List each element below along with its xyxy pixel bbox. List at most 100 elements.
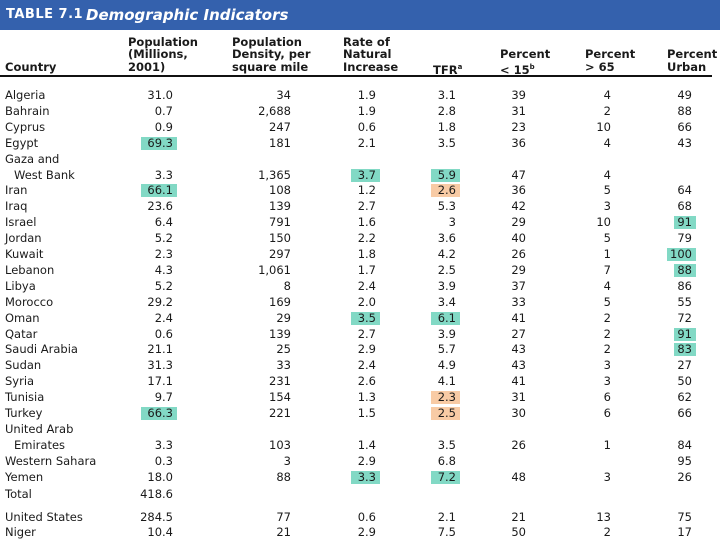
country-name: Turkey (5, 406, 43, 420)
country-name: Iraq (5, 199, 28, 214)
country-name: Cyprus (5, 119, 46, 134)
cell-value: 2.0 (357, 294, 376, 309)
cell-value: 1.7 (357, 262, 376, 277)
cell-value: 47 (511, 167, 526, 182)
cell-value: 50 (511, 524, 526, 539)
cell-value: 66 (677, 119, 692, 134)
cell-value: 83 (677, 342, 692, 357)
cell-value: 100 (670, 247, 692, 261)
title-bar: TABLE 7.1 Demographic Indicators (0, 0, 720, 30)
cell-value: 1.2 (357, 183, 376, 198)
cell-value: 4.9 (437, 358, 456, 373)
cell-value: 2 (603, 524, 611, 539)
country-name: United States (5, 510, 83, 524)
cell-value: 3.5 (437, 437, 456, 452)
cell-value: 10 (596, 119, 611, 134)
country-name: Kuwait (5, 247, 44, 261)
cell-value: 150 (269, 231, 291, 246)
cell-value: 6.8 (437, 453, 456, 468)
cell-value: 5 (603, 231, 611, 246)
cell-value: 37 (511, 278, 526, 293)
cell-value: 3.1 (437, 88, 456, 102)
country-name: Morocco (5, 294, 54, 309)
cell-value: 2.4 (357, 278, 376, 293)
cell-value: 1.6 (357, 215, 376, 230)
cell-value: 40 (511, 231, 526, 246)
cell-value: 2.6 (357, 374, 376, 389)
header-footnote: b (529, 62, 535, 71)
cell-value: 3.9 (437, 278, 456, 293)
column-header: Percent (500, 47, 551, 61)
cell-value: 3.9 (437, 326, 456, 341)
cell-value: 1,061 (258, 262, 291, 277)
cell-value: 0.9 (154, 119, 173, 134)
cell-value: 2.5 (437, 406, 456, 420)
country-name: United Arab (5, 421, 74, 436)
cell-value: 43 (511, 358, 526, 373)
cell-value: 0.3 (154, 453, 173, 468)
cell-value: 25 (276, 342, 291, 357)
cell-value: 181 (269, 135, 291, 150)
cell-value: 2.5 (437, 262, 456, 277)
column-header: Rate of (343, 34, 390, 49)
cell-value: 0.7 (154, 103, 173, 118)
column-header: Population (232, 34, 302, 49)
cell-value: 4 (603, 88, 611, 102)
country-name: Iran (5, 183, 28, 198)
cell-value: 2.3 (437, 390, 456, 405)
cell-highlight (431, 311, 460, 325)
cell-value: 6.4 (154, 215, 173, 230)
cell-value: 77 (276, 510, 291, 524)
cell-value: 79 (677, 231, 692, 246)
cell-value: 284.5 (140, 510, 173, 524)
country-name: Gaza and (5, 151, 60, 166)
cell-value: 41 (511, 374, 526, 389)
cell-highlight (667, 248, 696, 261)
cell-value: 2.3 (154, 247, 173, 261)
cell-value: 5.3 (437, 199, 456, 214)
cell-value: 91 (677, 215, 692, 230)
cell-value: 84 (677, 437, 692, 452)
country-name: Lebanon (5, 262, 55, 277)
cell-value: 0.6 (357, 119, 376, 134)
cell-value: 62 (677, 390, 692, 405)
cell-value: 5.2 (154, 231, 173, 246)
cell-value: 1.5 (357, 406, 376, 420)
cell-value: 30 (511, 406, 526, 420)
cell-value: 2 (603, 342, 611, 357)
cell-value: 2.9 (357, 453, 376, 468)
cell-value: 18.0 (147, 469, 173, 484)
cell-value: 247 (269, 119, 291, 134)
cell-highlight (351, 470, 380, 484)
cell-value: 3 (283, 453, 291, 468)
cell-value: 2.9 (357, 342, 376, 357)
cell-highlight (674, 216, 696, 230)
country-name: Tunisia (5, 390, 45, 405)
cell-value: 36 (511, 183, 526, 198)
cell-value: 29 (511, 262, 526, 277)
cell-value: 66.1 (147, 183, 173, 198)
cell-value: 5 (603, 183, 611, 198)
cell-value: 231 (269, 374, 291, 389)
cell-value: 33 (276, 358, 291, 373)
column-header: < 15b (500, 62, 535, 77)
cell-value: 1 (603, 437, 611, 452)
cell-value: 139 (269, 326, 291, 341)
cell-value: 23 (511, 119, 526, 134)
cell-value: 791 (269, 215, 291, 230)
cell-value: 139 (269, 199, 291, 214)
cell-value: 3 (603, 358, 611, 373)
cell-value: 1.4 (357, 437, 376, 452)
cell-value: 2 (603, 326, 611, 341)
cell-highlight (141, 136, 177, 150)
cell-value: 3.7 (357, 167, 376, 182)
country-name: Algeria (5, 88, 46, 102)
cell-value: 50 (677, 374, 692, 389)
cell-value: 31.3 (147, 358, 173, 373)
cell-value: 2.7 (357, 326, 376, 341)
cell-value: 1.8 (437, 119, 456, 134)
cell-value: 48 (511, 469, 526, 484)
cell-value: 27 (677, 358, 692, 373)
cell-highlight (431, 391, 460, 405)
